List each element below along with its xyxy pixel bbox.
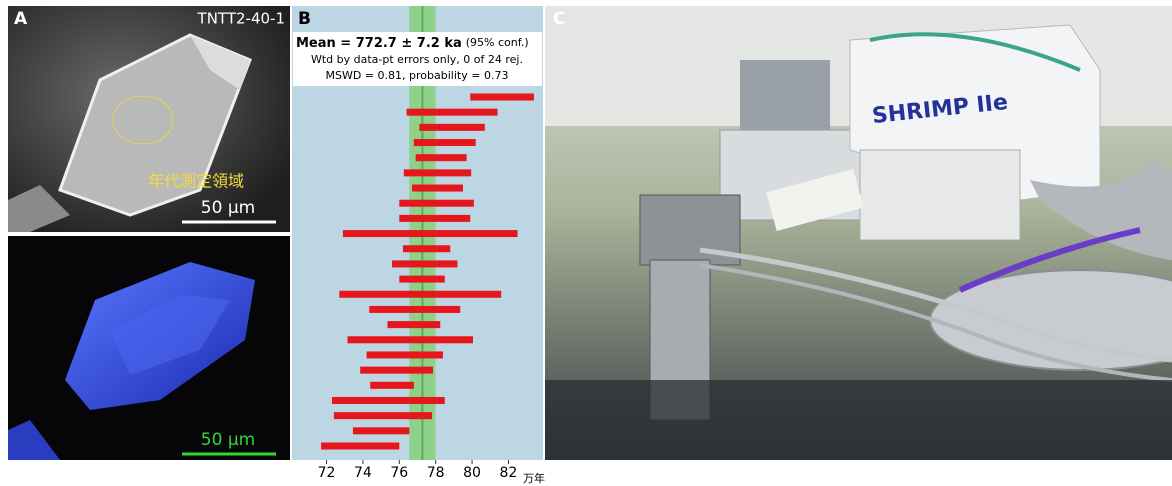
error-bar	[321, 442, 400, 450]
source-unit	[740, 60, 830, 130]
title-box	[293, 32, 542, 86]
x-tick-label: 80	[463, 465, 481, 481]
flight-tube	[1030, 160, 1172, 260]
debris	[8, 185, 70, 232]
error-bar	[332, 396, 445, 404]
error-bar	[333, 412, 433, 420]
panel-label: C	[553, 9, 565, 29]
x-tick-label: 76	[390, 465, 408, 481]
error-bar	[403, 169, 472, 177]
error-bar	[406, 108, 498, 116]
strap	[958, 227, 1141, 293]
analysis-spot	[112, 95, 174, 145]
floor-equipment	[545, 380, 1172, 460]
title-main: Mean = 772.7 ± 7.2 ka	[296, 36, 462, 51]
panel-c: SHRIMP IIe C	[545, 6, 1172, 460]
error-bar	[366, 351, 443, 359]
error-bar	[352, 427, 410, 435]
title-note: (95% conf.)	[466, 36, 529, 49]
panel-label: A	[14, 9, 28, 29]
error-bar	[412, 184, 463, 192]
shelf	[766, 169, 864, 231]
error-bar	[470, 93, 534, 101]
sample-name: TNTT2-40-1	[197, 10, 285, 28]
error-bar	[347, 336, 473, 344]
panel-label: B	[298, 9, 311, 29]
x-tick-label: 82	[500, 465, 518, 481]
crystal-face	[190, 35, 250, 90]
cable	[699, 263, 1172, 382]
x-tick-label: 78	[427, 465, 445, 481]
error-bar	[369, 305, 461, 313]
error-bar	[342, 230, 518, 238]
error-bar	[419, 123, 485, 131]
scale-label: 50 μm	[201, 198, 255, 218]
error-bar	[399, 214, 471, 222]
error-bar	[370, 381, 414, 389]
panel-a: A TNTT2-40-1 年代測定領域 50 μm 50 μm	[8, 6, 290, 460]
subtitle: MSWD = 0.81, probability = 0.73	[326, 69, 509, 82]
annotation: 年代測定領域	[148, 172, 244, 191]
error-bar	[387, 321, 441, 329]
error-bar	[360, 366, 433, 374]
cable	[699, 247, 1172, 363]
x-tick-label: 74	[354, 465, 372, 481]
cl-zone	[110, 295, 230, 375]
subtitle: Wtd by data-pt errors only, 0 of 24 rej.	[311, 53, 523, 66]
x-tick-label: 72	[318, 465, 336, 481]
error-bar	[415, 154, 467, 162]
chart-title: Mean = 772.7 ± 7.2 ka (95% conf.)	[296, 36, 529, 51]
error-bar	[399, 275, 445, 283]
panel-b: Mean = 772.7 ± 7.2 ka (95% conf.) Wtd by d…	[292, 6, 545, 485]
error-bar	[399, 199, 474, 207]
strap	[869, 32, 1081, 72]
error-bar	[402, 245, 451, 253]
housing-base	[859, 149, 1021, 241]
error-bar	[392, 260, 458, 268]
cl-debris	[8, 420, 60, 460]
x-axis-label: 万年	[523, 471, 545, 485]
scale-label: 50 μm	[201, 430, 255, 450]
error-bar	[413, 139, 476, 147]
error-bar	[339, 290, 502, 298]
